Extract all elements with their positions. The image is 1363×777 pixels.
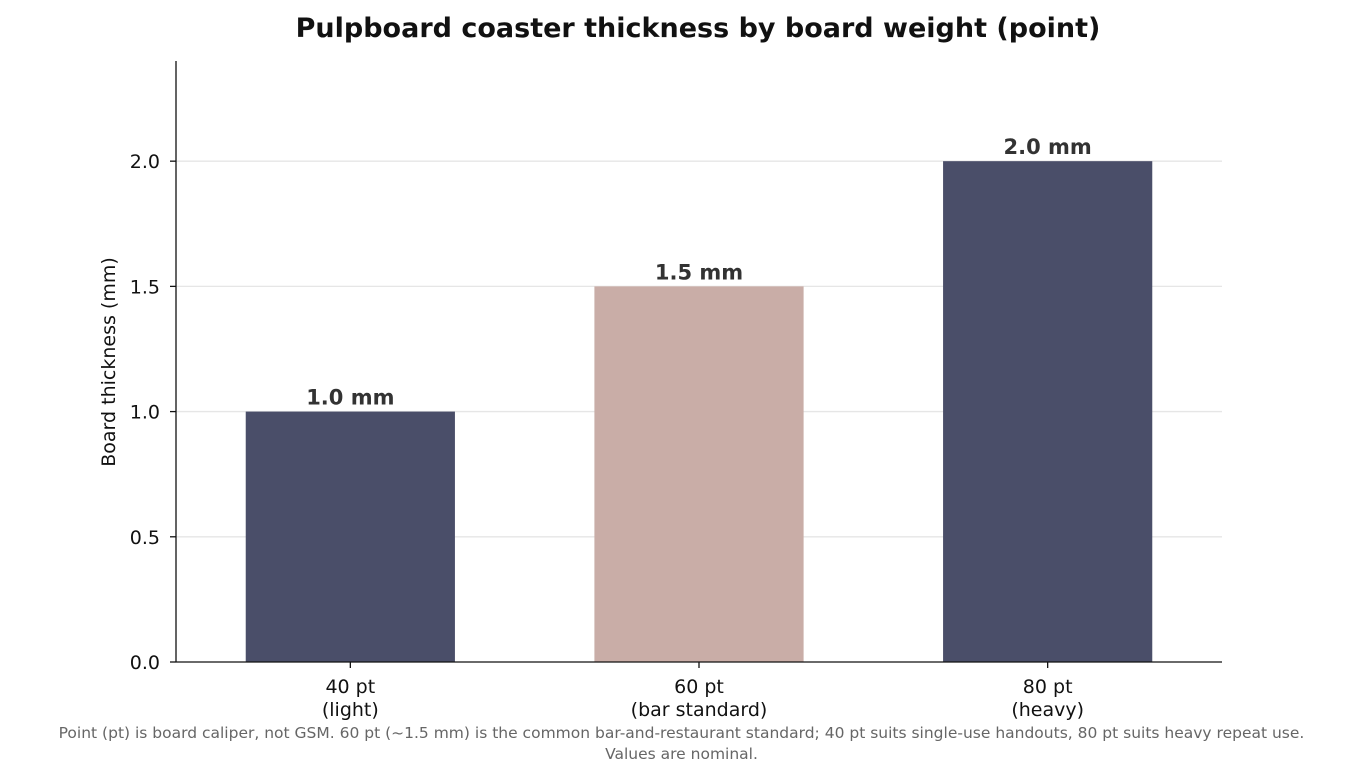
x-tick-label: 80 pt bbox=[1023, 676, 1073, 698]
x-ticks: 40 pt(light) 60 pt(bar standard) 80 pt(hea… bbox=[322, 662, 1084, 721]
y-tick-label: 1.0 bbox=[130, 402, 160, 424]
chart-title: Pulpboard coaster thickness by board wei… bbox=[296, 13, 1101, 44]
x-tick-label: 40 pt bbox=[325, 676, 375, 698]
bars bbox=[245, 161, 1153, 662]
x-tick-label: (light) bbox=[322, 699, 379, 721]
bar-value-label: 2.0 mm bbox=[1004, 135, 1092, 159]
value-labels: 1.0 mm 1.5 mm 2.0 mm bbox=[306, 135, 1092, 409]
footnote-line: Values are nominal. bbox=[605, 745, 758, 763]
y-axis-label: Board thickness (mm) bbox=[98, 257, 120, 467]
y-ticks: 0.0 0.5 1.0 1.5 2.0 bbox=[130, 151, 176, 674]
y-tick-label: 1.5 bbox=[130, 276, 160, 298]
x-tick-label: 60 pt bbox=[674, 676, 724, 698]
y-tick-label: 2.0 bbox=[130, 151, 160, 173]
bar bbox=[594, 286, 804, 662]
bar bbox=[245, 411, 455, 662]
x-tick-label: (bar standard) bbox=[631, 699, 768, 721]
bar-value-label: 1.5 mm bbox=[655, 260, 743, 284]
y-tick-label: 0.0 bbox=[130, 652, 160, 674]
footnote: Point (pt) is board caliper, not GSM. 60… bbox=[59, 724, 1305, 763]
y-tick-label: 0.5 bbox=[130, 527, 160, 549]
bar-value-label: 1.0 mm bbox=[306, 386, 394, 410]
footnote-line: Point (pt) is board caliper, not GSM. 60… bbox=[59, 724, 1305, 742]
bar bbox=[943, 161, 1153, 662]
x-tick-label: (heavy) bbox=[1011, 699, 1084, 721]
